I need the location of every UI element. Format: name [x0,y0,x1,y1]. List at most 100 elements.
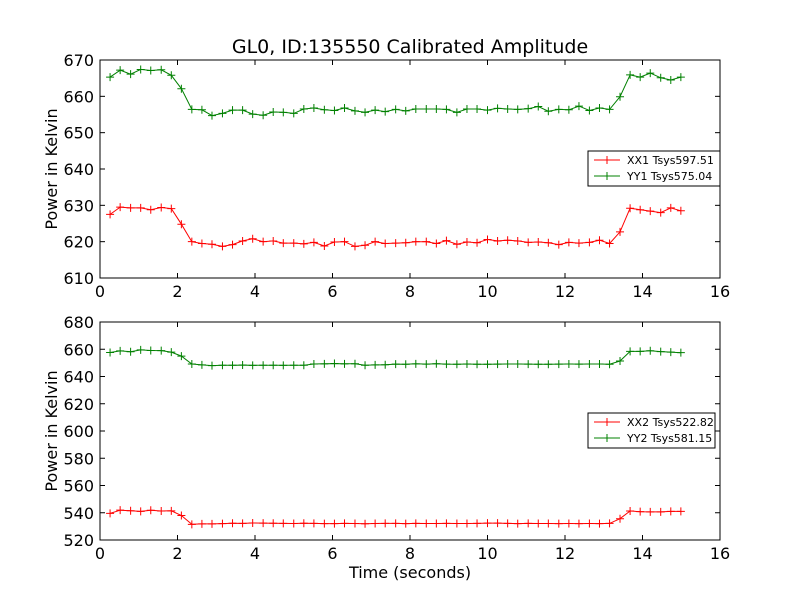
data-point [626,506,635,515]
data-point [656,507,665,516]
data-point [636,73,645,82]
data-point [616,356,625,365]
data-point [646,346,655,355]
y-tick-label: 560 [63,477,94,496]
x-tick-label: 0 [95,544,105,563]
legend-entry: YY1 Tsys575.04 [626,170,712,183]
x-tick-label: 16 [710,544,730,563]
data-point [361,241,370,250]
data-point [320,105,329,114]
data-point [269,519,278,528]
data-point [371,360,380,369]
x-tick-label: 6 [327,544,337,563]
data-point [279,519,288,528]
data-point [422,105,431,114]
data-point [442,105,451,114]
data-point [320,519,329,528]
data-point [279,361,288,370]
data-point [309,238,318,247]
data-point [248,234,257,243]
data-point [391,360,400,369]
data-point [197,519,206,528]
x-tick-label: 10 [477,544,497,563]
data-point [187,105,196,114]
y-tick-label: 620 [63,233,94,252]
data-point [391,239,400,248]
x-tick-label: 8 [405,282,415,301]
data-point [452,519,461,528]
data-point [106,73,115,82]
data-point [361,519,370,528]
data-point [350,359,359,368]
legend-entry: YY2 Tsys581.15 [626,432,712,445]
data-point [462,359,471,368]
y-tick-label: 640 [63,160,94,179]
data-point [289,519,298,528]
data-point [187,520,196,529]
data-point [411,519,420,528]
data-point [585,106,594,115]
series-1 [106,203,685,251]
data-point [666,348,675,357]
data-point [605,239,614,248]
data-point [238,519,247,528]
data-point [177,352,186,361]
data-point [564,359,573,368]
data-point [432,239,441,248]
data-point [146,346,155,355]
data-point [422,519,431,528]
x-tick-label: 4 [250,282,260,301]
data-point [493,519,502,528]
series-1 [106,506,685,529]
y-tick-label: 660 [63,87,94,106]
data-point [636,347,645,356]
data-point [136,65,145,74]
data-point [177,220,186,229]
data-point [309,359,318,368]
data-point [513,105,522,114]
data-point [157,203,166,212]
data-point [544,238,553,247]
data-point [595,519,604,528]
data-point [503,236,512,245]
data-point [513,359,522,368]
data-point [554,360,563,369]
data-point [544,360,553,369]
legend-box [587,412,716,449]
data-point [177,511,186,520]
data-point [626,70,635,79]
data-point [554,519,563,528]
x-tick-label: 2 [172,544,182,563]
data-point [340,519,349,528]
data-point [330,106,339,115]
data-point [534,238,543,247]
data-point [371,237,380,246]
data-point [524,519,533,528]
x-axis-label: Time (seconds) [348,563,471,582]
data-point [636,205,645,214]
data-point [218,361,227,370]
data-point [371,519,380,528]
data-point [636,507,645,516]
x-tick-label: 12 [555,282,575,301]
data-point [309,103,318,112]
data-point [483,106,492,115]
data-point [574,519,583,528]
x-tick-label: 2 [172,282,182,301]
data-point [503,519,512,528]
data-point [197,239,206,248]
data-point [452,240,461,249]
data-point [218,519,227,528]
legend: XX1 Tsys597.51 YY1 Tsys575.04 [587,150,721,187]
data-point [320,242,329,251]
data-point [299,361,308,370]
data-point [167,204,176,213]
data-point [167,348,176,357]
data-point [646,507,655,516]
data-point [554,240,563,249]
data-point [513,236,522,245]
subplot-1: 0 2 4 6 8 10 12 14 16 610 620 630 640 650 660 670 Power … [42,51,730,301]
data-point [238,236,247,245]
